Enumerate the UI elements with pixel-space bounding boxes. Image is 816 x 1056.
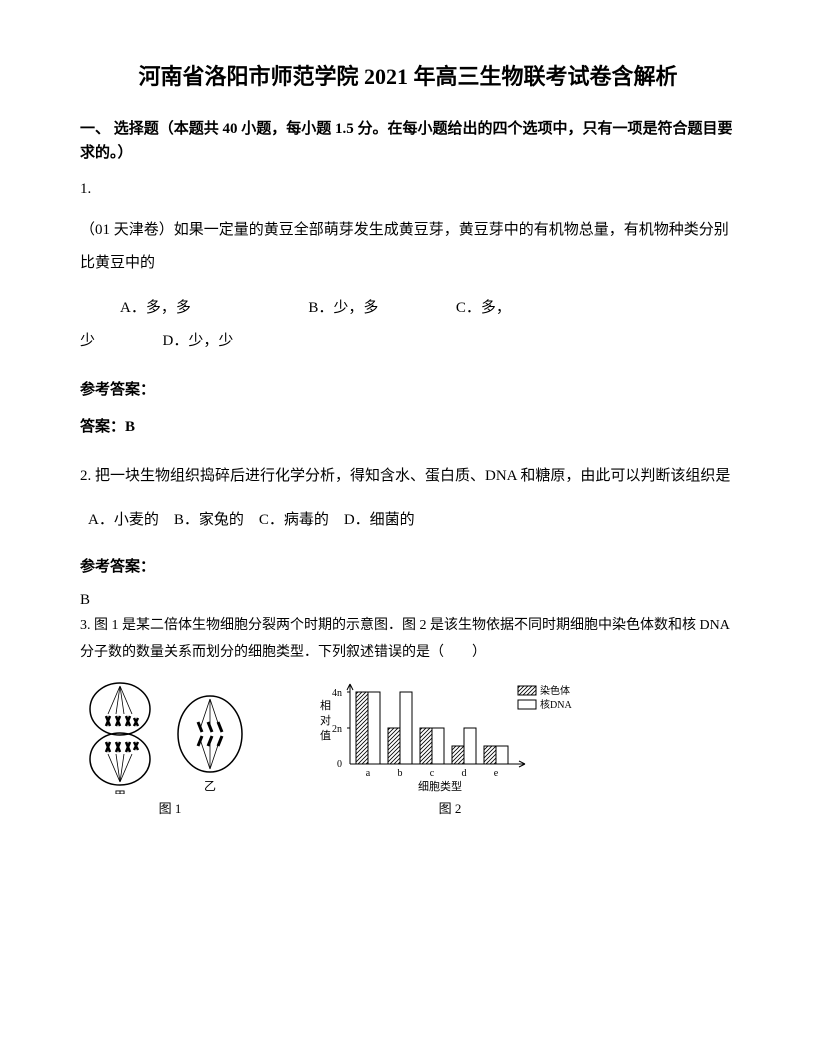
- cell2-label: 乙: [204, 779, 216, 793]
- cell1-label: 甲: [114, 789, 126, 794]
- bar-e-dna: [496, 746, 508, 764]
- y-axis-label-3: 值: [320, 729, 331, 742]
- cell-diagram-svg: 甲 乙: [80, 674, 260, 794]
- bar-chart-svg: 4n 2n 0 a b c d: [310, 674, 590, 794]
- q1-opt-a: A．多，多: [120, 300, 191, 316]
- bar-a-chr: [356, 692, 368, 764]
- fig1-caption: 图 1: [159, 798, 182, 817]
- bar-b-chr: [388, 728, 400, 764]
- bar-d-chr: [452, 746, 464, 764]
- page-title: 河南省洛阳市师范学院 2021 年高三生物联考试卷含解析: [80, 60, 736, 93]
- figure2-block: 4n 2n 0 a b c d: [310, 674, 590, 817]
- section-header: 一、 选择题（本题共 40 小题，每小题 1.5 分。在每小题给出的四个选项中，…: [80, 117, 736, 165]
- fig2-caption: 图 2: [439, 798, 462, 817]
- ytick-0: 0: [337, 759, 342, 770]
- bar-a-dna: [368, 692, 380, 764]
- legend-chr-swatch: [518, 686, 536, 695]
- xtick-b: b: [398, 768, 403, 779]
- legend-chr-label: 染色体: [540, 684, 570, 697]
- xtick-a: a: [366, 768, 371, 779]
- q2-options: A．小麦的 B．家兔的 C．病毒的 D．细菌的: [80, 505, 736, 535]
- xtick-e: e: [494, 768, 499, 779]
- q1-opt-d: D．少，少: [163, 333, 234, 349]
- xtick-c: c: [430, 768, 435, 779]
- y-axis-label-1: 相: [320, 699, 331, 712]
- figure1-block: 甲 乙 图 1: [80, 674, 260, 817]
- q1-number: 1.: [80, 181, 736, 198]
- x-axis-label: 细胞类型: [418, 779, 462, 793]
- q1-opt-c2: 少: [80, 333, 95, 349]
- legend-dna-label: 核DNA: [540, 698, 572, 711]
- q2-text: 2. 把一块生物组织捣碎后进行化学分析，得知含水、蛋白质、DNA 和糖原，由此可…: [80, 460, 736, 493]
- ytick-4n: 4n: [332, 688, 342, 699]
- bar-c-chr: [420, 728, 432, 764]
- q2-answer-label: 参考答案：: [80, 555, 736, 576]
- xtick-d: d: [462, 768, 467, 779]
- q1-options: A．多，多 B．少，多 C．多， 少 D．少，少: [80, 292, 736, 358]
- bar-e-chr: [484, 746, 496, 764]
- legend-dna-swatch: [518, 700, 536, 709]
- figures-row: 甲 乙 图 1: [80, 674, 736, 817]
- q1-opt-c: C．多，: [456, 300, 511, 316]
- q1-text: （01 天津卷）如果一定量的黄豆全部萌芽发生成黄豆芽，黄豆芽中的有机物总量，有机…: [80, 214, 736, 280]
- bar-b-dna: [400, 692, 412, 764]
- y-axis-label-2: 对: [320, 713, 331, 727]
- bar-d-dna: [464, 728, 476, 764]
- q3-text: 3. 图 1 是某二倍体生物细胞分裂两个时期的示意图．图 2 是该生物依据不同时…: [80, 613, 736, 666]
- q2-answer-value: B: [80, 592, 736, 609]
- ytick-2n: 2n: [332, 724, 342, 735]
- q1-answer-value: 答案：B: [80, 415, 736, 436]
- bar-c-dna: [432, 728, 444, 764]
- q1-opt-b: B．少，多: [308, 300, 378, 316]
- q1-answer-label: 参考答案：: [80, 378, 736, 399]
